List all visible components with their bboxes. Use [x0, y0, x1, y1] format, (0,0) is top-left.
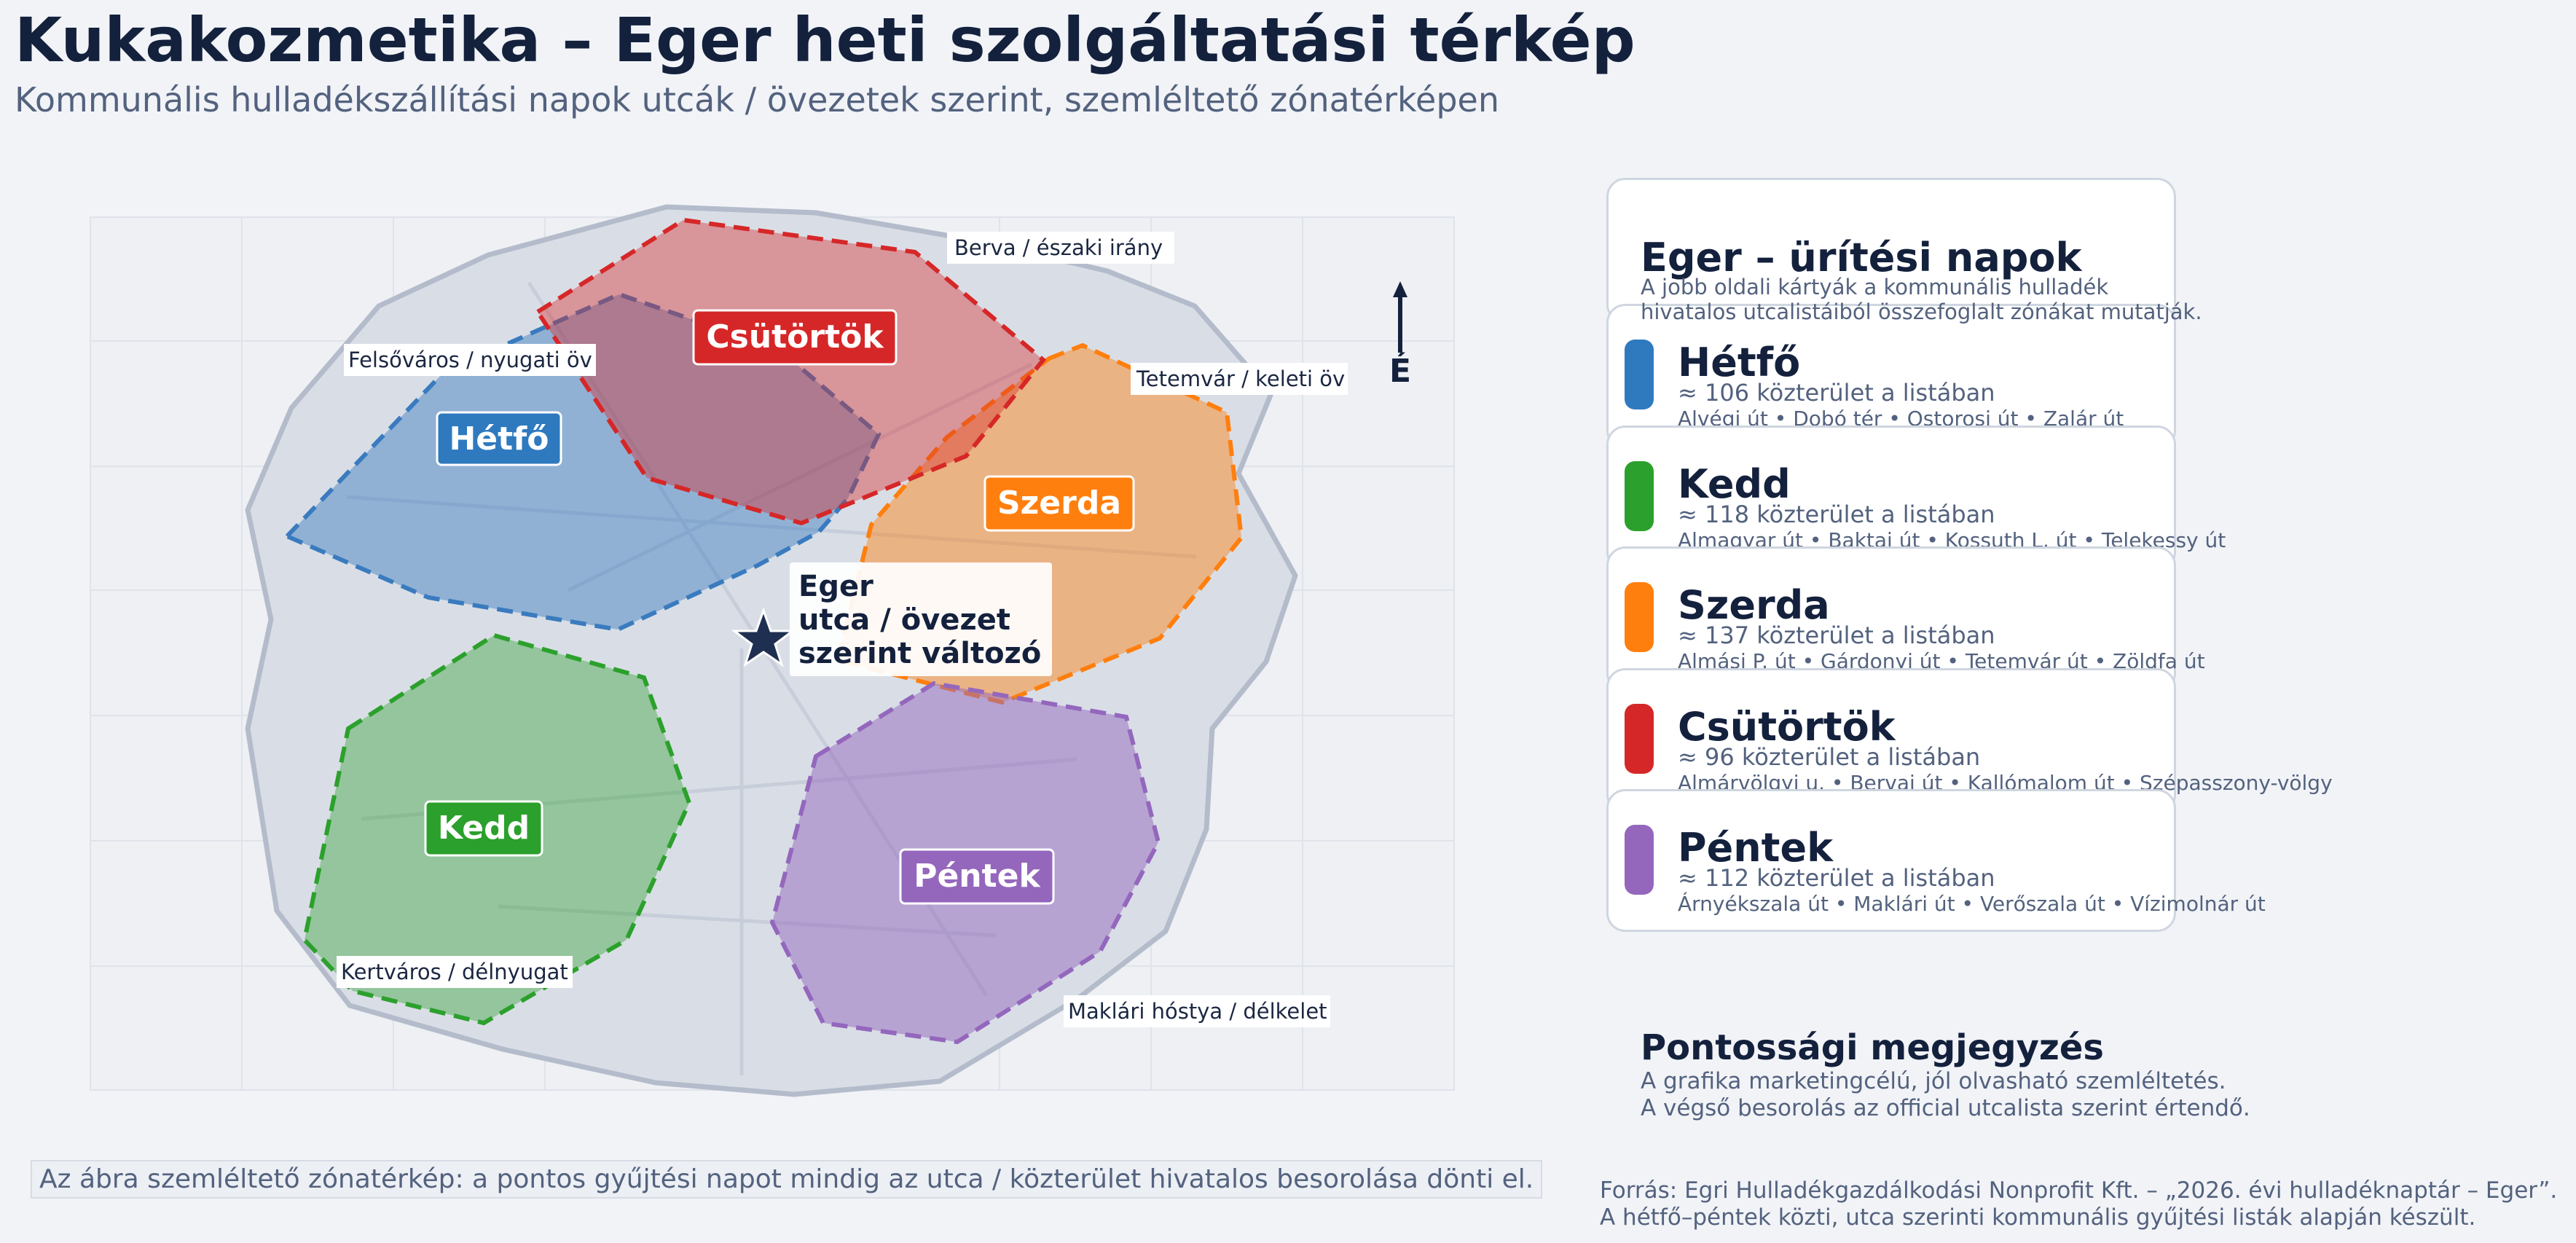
zone-csutortok[interactable] [534, 217, 1047, 526]
zone-label-pentek: Péntek [899, 848, 1055, 905]
zone-label-text: Kedd [438, 809, 530, 847]
zone-label-text: Péntek [914, 858, 1041, 895]
page-title: Kukakozmetika – Eger heti szolgáltatási … [15, 4, 1635, 76]
zone-label-szerda: Szerda [983, 475, 1135, 532]
zone-label-text: Csütörtök [706, 318, 884, 356]
zone-map: Hétfő Kedd Szerda Csütörtök Péntek Berva… [90, 204, 1455, 1097]
place-label-north: Berva / északi irány [947, 232, 1174, 264]
source-line: Forrás: Egri Hulladékgazdálkodási Nonpro… [1600, 1177, 2558, 1204]
legend-title: Eger – ürítési napok [1641, 235, 2082, 281]
north-arrow: É [1389, 281, 1411, 390]
svg-text:Maklári hóstya / délkelet: Maklári hóstya / délkelet [1068, 999, 1327, 1024]
day-count: ≈ 112 közterület a listában [1678, 864, 1995, 892]
place-label-southwest: Kertváros / délnyugat [337, 956, 573, 988]
svg-text:Berva / északi irány: Berva / északi irány [954, 235, 1163, 260]
zone-label-csutortok: Csütörtök [692, 309, 898, 366]
legend-card-pentek[interactable]: Péntek ≈ 112 közterület a listában Árnyé… [1606, 789, 2266, 932]
source-line: A hétfő–péntek közti, utca szerinti komm… [1600, 1204, 2476, 1231]
zone-label-text: Hétfő [449, 420, 549, 458]
note-title: Pontossági megjegyzés [1641, 1027, 2104, 1068]
star-icon [731, 607, 796, 667]
place-label-southeast: Maklári hóstya / délkelet [1064, 995, 1330, 1027]
center-marker: Eger utca / övezet szerint változó [731, 562, 1052, 676]
page-subtitle: Kommunális hulladékszállítási napok utcá… [15, 80, 1500, 119]
note-line: A grafika marketingcélú, jól olvasható s… [1641, 1068, 2226, 1094]
center-label-line: utca / övezet [798, 603, 1010, 637]
color-swatch [1625, 340, 1654, 409]
svg-text:Tetemvár / keleti öv: Tetemvár / keleti öv [1136, 366, 1345, 391]
day-count: ≈ 118 közterület a listában [1678, 501, 1995, 528]
svg-text:Kertváros / délnyugat: Kertváros / délnyugat [341, 960, 568, 984]
color-swatch [1625, 704, 1654, 774]
color-swatch [1625, 461, 1654, 531]
place-label-east: Tetemvár / keleti öv [1131, 363, 1348, 395]
color-swatch [1625, 825, 1654, 895]
day-name: Csütörtök [1678, 704, 1896, 750]
center-label-line: szerint változó [798, 637, 1041, 670]
zone-label-text: Szerda [997, 485, 1121, 522]
footer-disclaimer: Az ábra szemléltető zónatérkép: a pontos… [31, 1160, 1543, 1199]
zone-hetfo[interactable] [283, 291, 881, 632]
note-line: A végső besorolás az official utcalista … [1641, 1095, 2250, 1121]
place-label-west: Felsőváros / nyugati öv [344, 344, 596, 376]
center-label-line: Eger [798, 570, 873, 603]
zone-label-kedd: Kedd [424, 800, 543, 857]
day-name: Péntek [1678, 825, 1833, 871]
day-count: ≈ 137 közterület a listában [1678, 622, 1995, 649]
day-name: Szerda [1678, 582, 1830, 628]
day-count: ≈ 106 közterület a listában [1678, 379, 1995, 407]
legend-header-card [1606, 178, 2176, 324]
svg-text:Felsőváros / nyugati öv: Felsőváros / nyugati öv [348, 348, 592, 372]
day-streets: Árnyékszala út • Maklári út • Verőszala … [1678, 892, 2266, 916]
arrow-up-icon [1393, 281, 1407, 297]
color-swatch [1625, 582, 1654, 652]
day-name: Hétfő [1678, 340, 1801, 385]
zone-label-hetfo: Hétfő [436, 411, 562, 466]
day-count: ≈ 96 közterület a listában [1678, 743, 1981, 771]
north-label: É [1389, 351, 1411, 390]
legend-description: A jobb oldali kártyák a kommunális hulla… [1641, 275, 2202, 324]
day-name: Kedd [1678, 461, 1791, 507]
